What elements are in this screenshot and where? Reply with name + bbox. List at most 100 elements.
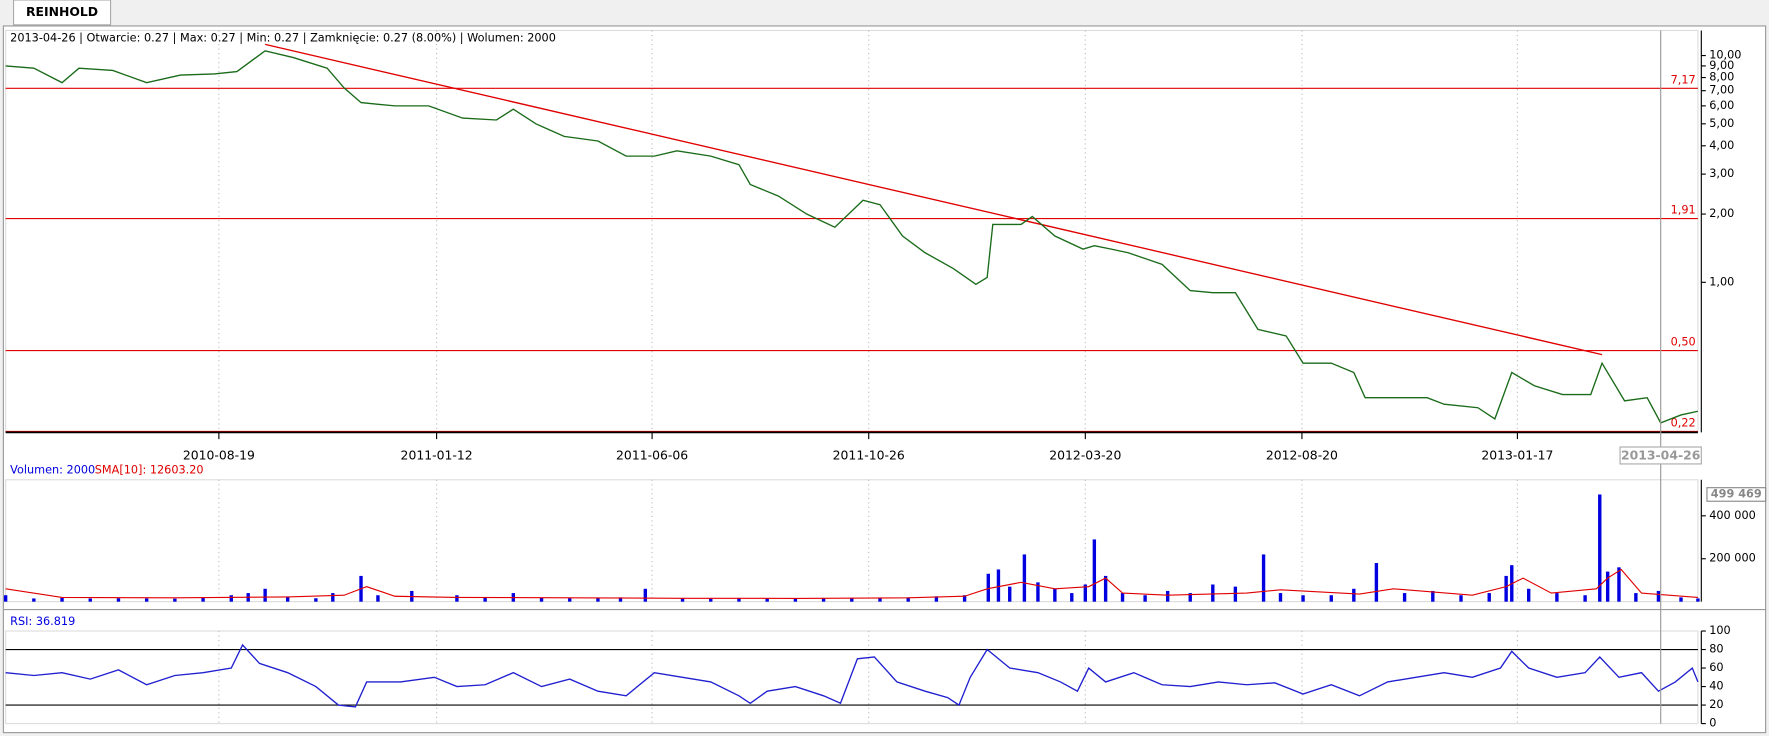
volume-bar: [765, 598, 769, 602]
volume-bar: [1679, 597, 1683, 602]
volume-bar: [709, 598, 713, 602]
volume-bar: [618, 597, 623, 602]
volume-bar: [934, 596, 939, 602]
volume-bar: [314, 598, 318, 602]
cursor-label: 2013-04-26: [1621, 448, 1700, 463]
x-tick-label: 2010-08-19: [183, 448, 255, 463]
y-tick-label: 10,00: [1709, 49, 1741, 62]
y-tick-label: 8,00: [1709, 71, 1734, 84]
volume-bar: [1070, 593, 1074, 602]
series-line: [5, 50, 1699, 424]
volume-bar: [1188, 593, 1192, 602]
volume-bar: [1374, 563, 1379, 602]
volume-bar: [1527, 588, 1531, 602]
legend: RSI: 36.819: [10, 615, 75, 628]
volume-bar: [1092, 539, 1097, 602]
volume-bar: [793, 598, 798, 602]
volume-bar: [1103, 575, 1108, 602]
volume-bar: [1053, 588, 1057, 602]
volume-bar: [285, 597, 290, 602]
info-bar: 2013-04-26 | Otwarcie: 0.27 | Max: 0.27 …: [10, 31, 556, 44]
y-tick-label: 3,00: [1709, 167, 1734, 180]
level-label: 7,17: [1671, 73, 1696, 86]
volume-bar: [1634, 593, 1638, 602]
volume-bar: [88, 598, 92, 602]
volume-bar: [331, 593, 335, 602]
volume-bar: [1459, 595, 1463, 602]
y-tick-label: 40: [1709, 680, 1723, 693]
x-tick-label: 2012-03-20: [1049, 448, 1121, 463]
max-box: [1706, 487, 1767, 502]
volume-bar: [1555, 593, 1559, 602]
volume-bar: [1211, 584, 1215, 602]
volume-bar: [229, 595, 233, 602]
volume-bar: [1165, 590, 1170, 602]
trend-line: [264, 43, 1603, 356]
volume-bar: [1352, 588, 1356, 602]
volume-bar: [906, 597, 910, 602]
volume-bar: [1143, 595, 1147, 602]
level-label: 0,50: [1671, 336, 1696, 349]
y-tick-label: 0: [1709, 717, 1716, 730]
volume-bar: [32, 598, 36, 602]
volume-bar: [568, 598, 572, 602]
volume-bar: [1487, 593, 1491, 602]
volume-bar: [144, 598, 149, 602]
volume-bar: [1583, 595, 1587, 602]
y-tick-label: 200 000: [1709, 552, 1756, 565]
y-tick-label: 80: [1709, 643, 1723, 656]
volume-bar: [1402, 593, 1407, 602]
volume-bar: [1120, 593, 1125, 602]
volume-bar: [1656, 590, 1661, 602]
volume-bar: [596, 598, 600, 602]
x-tick-label: 2011-10-26: [833, 448, 905, 463]
volume-bar: [962, 595, 967, 602]
x-tick-label: 2011-06-06: [616, 448, 688, 463]
tab[interactable]: [12, 0, 112, 26]
max-label: 499 469: [1711, 487, 1762, 500]
x-tick-label: 2013-01-17: [1481, 448, 1553, 463]
volume-bar: [173, 598, 177, 602]
y-tick-label: 1,00: [1709, 275, 1734, 288]
volume-bar: [60, 597, 64, 602]
volume-bar: [376, 595, 380, 602]
volume-bar: [263, 588, 267, 602]
volume-bar: [1504, 575, 1508, 602]
volume-bar: [1598, 494, 1602, 602]
volume-bar: [1022, 554, 1027, 602]
sma-line: [5, 568, 1698, 599]
plot-frame: [5, 630, 1699, 725]
y-tick-label: 400 000: [1709, 509, 1756, 522]
volume-bar: [1278, 593, 1283, 602]
y-tick-label: 6,00: [1709, 99, 1734, 112]
y-tick-label: 100: [1709, 624, 1731, 637]
volume-bar: [1008, 586, 1012, 602]
x-tick-label: 2012-08-20: [1266, 448, 1338, 463]
volume-bar: [986, 573, 990, 602]
volume-bar: [539, 597, 544, 602]
y-tick-label: 20: [1709, 698, 1723, 711]
y-tick-label: 60: [1709, 661, 1723, 674]
level-label: 0,22: [1671, 417, 1696, 430]
y-tick-label: 5,00: [1709, 117, 1734, 130]
volume-bar: [643, 588, 648, 602]
volume-bar: [116, 598, 121, 602]
volume-bar: [201, 598, 205, 602]
volume-bar: [1605, 571, 1610, 602]
volume-bar: [1696, 598, 1700, 602]
volume-bar: [1083, 584, 1088, 602]
volume-bar: [1301, 595, 1305, 602]
volume-bar: [1431, 590, 1435, 602]
volume-bar: [455, 595, 459, 602]
tab-label[interactable]: REINHOLD: [26, 4, 98, 19]
volume-bar: [821, 598, 826, 602]
volume-bar: [3, 595, 8, 602]
volume-bar: [737, 598, 741, 602]
volume-bar: [1617, 567, 1621, 602]
volume-bar: [1329, 595, 1333, 602]
volume-bar: [680, 598, 685, 602]
volume-bar: [483, 597, 487, 602]
sma-legend: SMA[10]: 12603.20: [95, 464, 204, 477]
